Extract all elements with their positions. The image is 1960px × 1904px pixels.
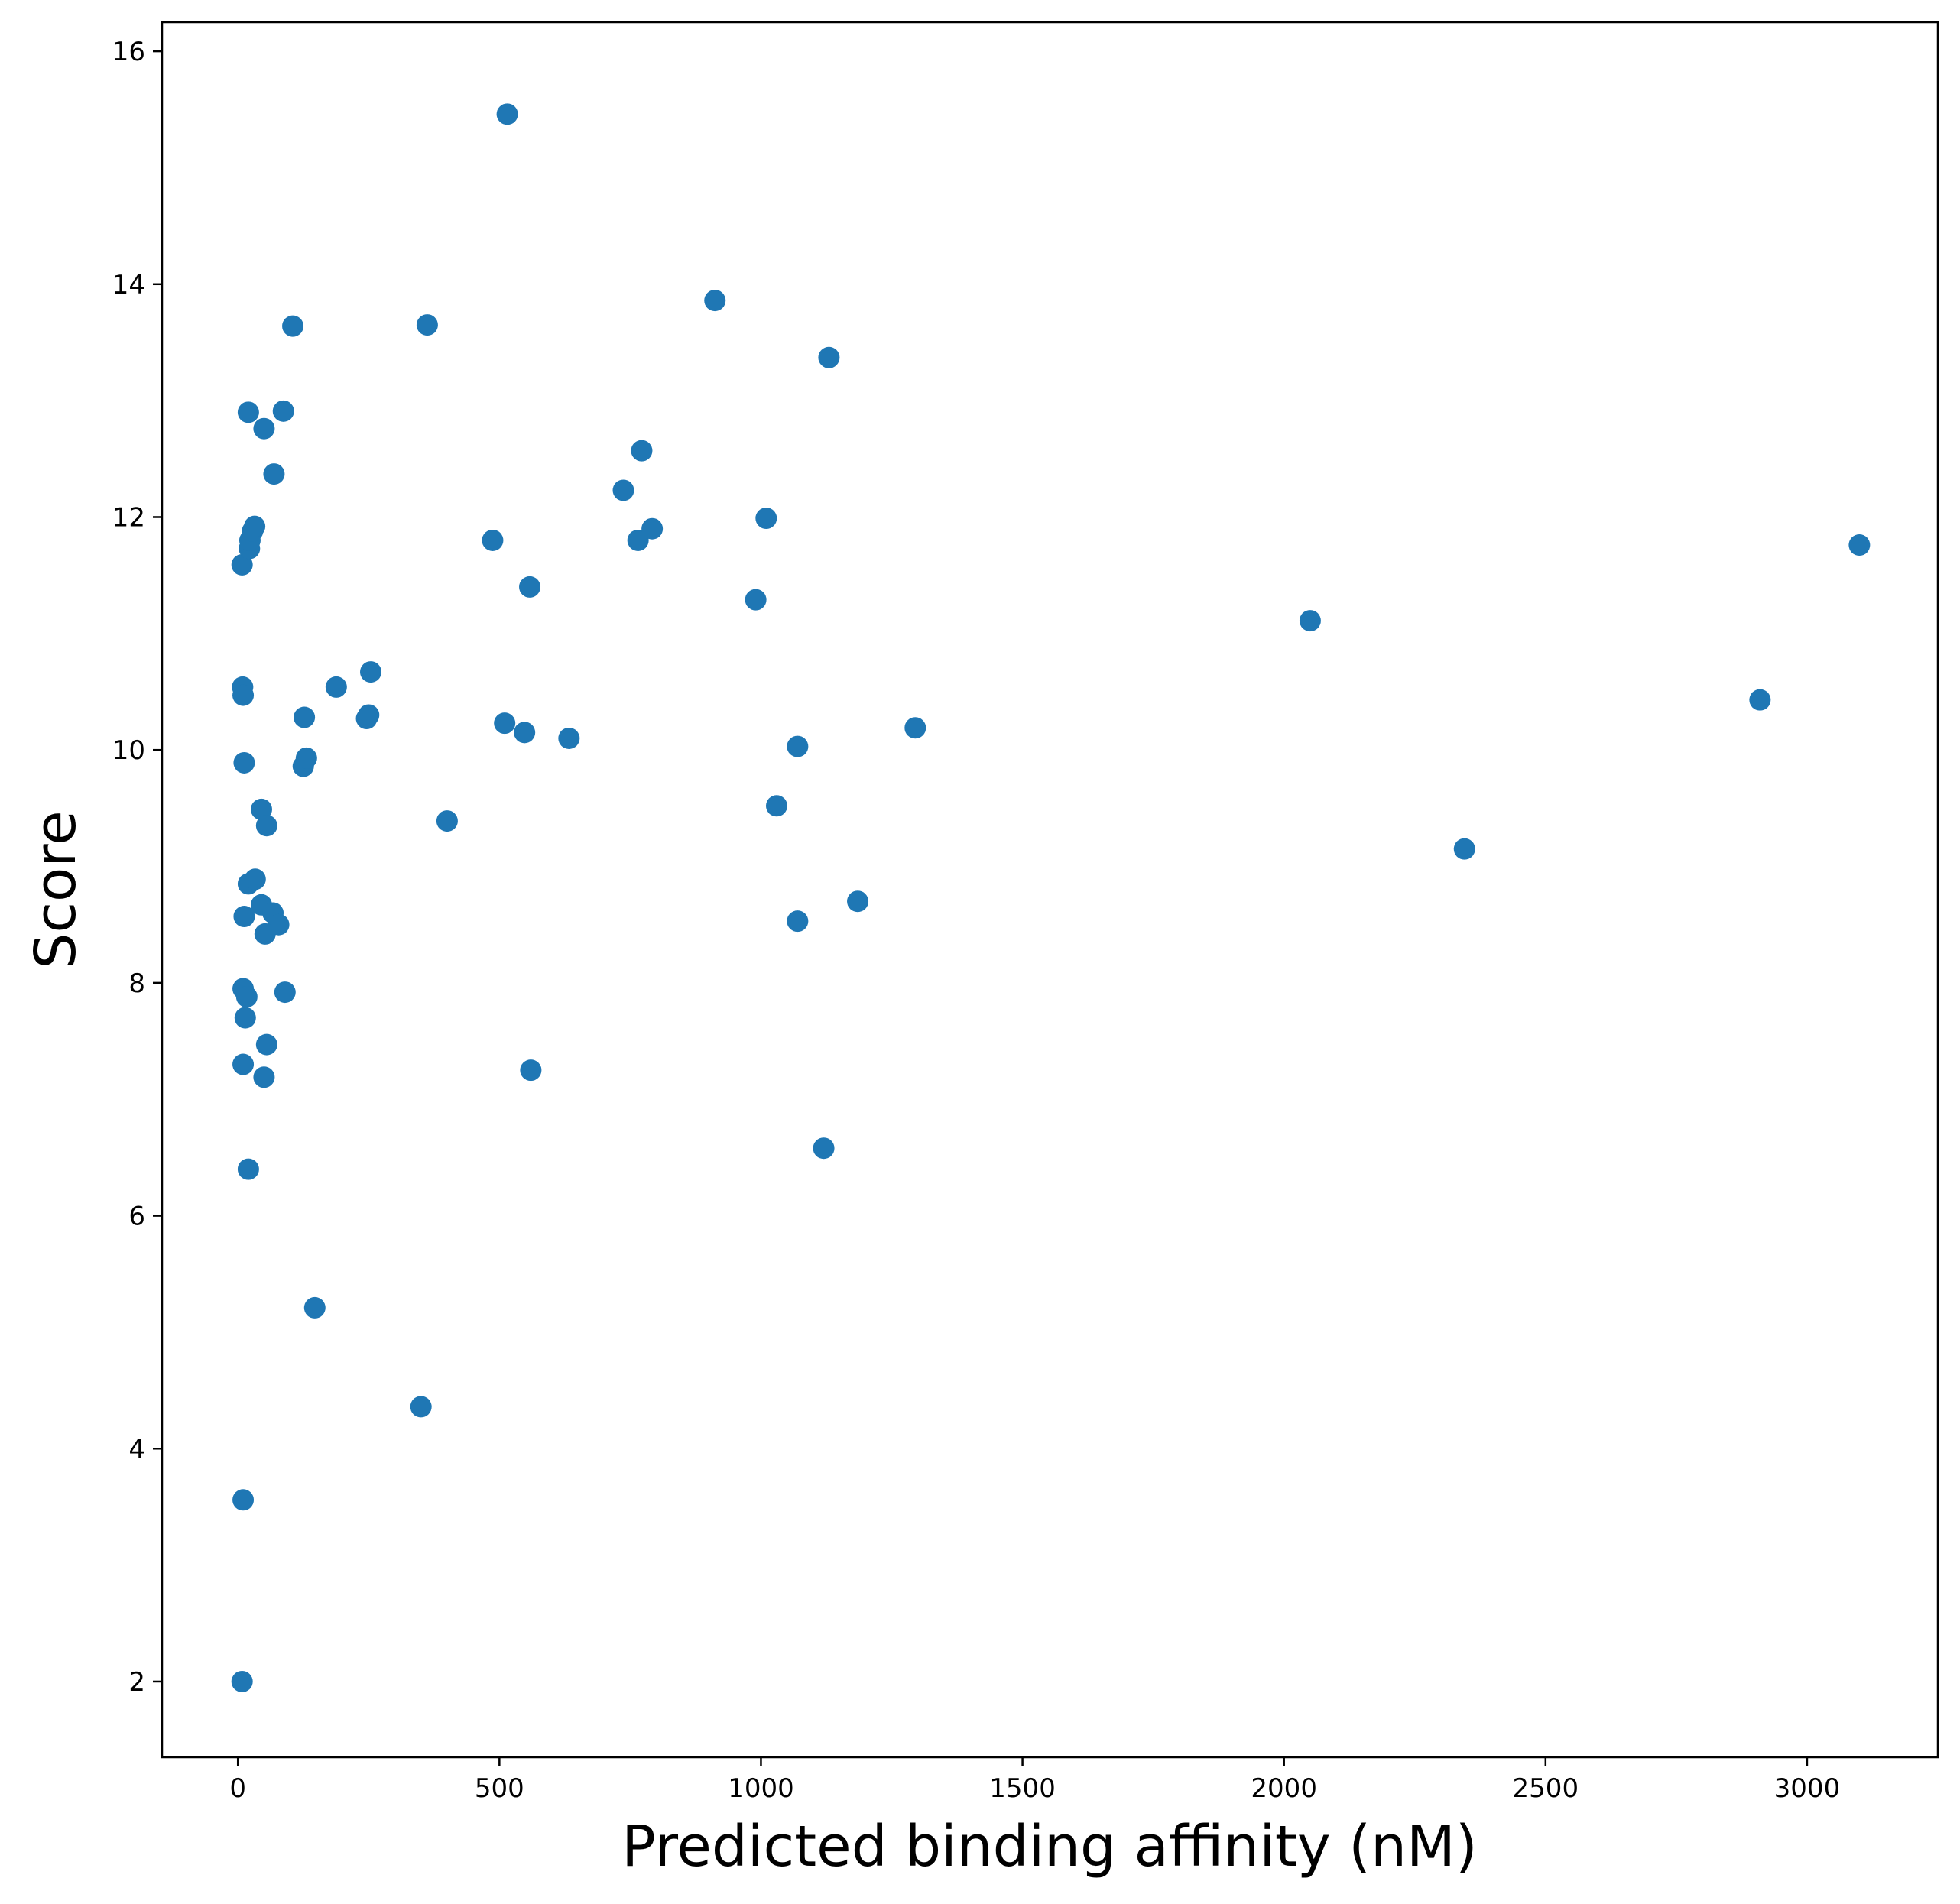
data-point — [231, 553, 253, 576]
data-point — [232, 684, 255, 706]
data-point — [1453, 838, 1475, 860]
x-tick-label: 2000 — [1251, 1773, 1317, 1804]
data-point — [787, 910, 809, 933]
data-point — [254, 923, 276, 945]
data-point — [358, 704, 380, 726]
data-point — [237, 1158, 259, 1180]
data-point — [253, 1066, 275, 1088]
y-tick-label: 14 — [112, 270, 145, 300]
data-point — [847, 890, 869, 913]
data-point — [237, 401, 259, 423]
data-point — [1848, 534, 1871, 556]
data-point — [765, 795, 787, 817]
data-point — [253, 417, 275, 440]
data-point — [255, 1033, 277, 1056]
data-point — [272, 400, 294, 422]
y-axis-label: Score — [23, 810, 89, 968]
x-tick-label: 1000 — [728, 1773, 794, 1804]
x-tick-label: 3000 — [1774, 1773, 1841, 1804]
y-tick-label: 16 — [112, 37, 145, 67]
data-point — [325, 676, 347, 698]
data-point — [627, 529, 649, 551]
data-point — [558, 727, 580, 749]
data-point — [818, 346, 840, 368]
data-point — [1749, 689, 1771, 711]
y-tick-label: 10 — [112, 735, 145, 766]
data-point — [704, 290, 726, 312]
y-tick-label: 6 — [128, 1202, 145, 1232]
data-point — [482, 529, 504, 551]
data-point — [641, 517, 664, 540]
data-point — [755, 508, 777, 530]
data-point — [745, 589, 767, 611]
data-point — [255, 815, 277, 837]
data-points — [231, 103, 1871, 1692]
data-point — [244, 515, 266, 537]
data-point — [274, 981, 296, 1004]
data-point — [282, 315, 304, 337]
data-point — [787, 735, 809, 757]
y-tick-label: 8 — [128, 968, 145, 999]
data-point — [303, 1296, 326, 1319]
data-point — [519, 576, 541, 598]
x-tick-label: 2500 — [1513, 1773, 1579, 1804]
data-point — [360, 661, 382, 683]
y-tick-label: 12 — [112, 502, 145, 533]
data-point — [436, 810, 458, 832]
data-point — [234, 1007, 256, 1029]
plot-frame — [161, 21, 1939, 1759]
x-tick-label: 1500 — [989, 1773, 1056, 1804]
data-point — [235, 986, 258, 1008]
data-point — [263, 463, 285, 485]
data-point — [410, 1396, 432, 1418]
x-tick-label: 500 — [475, 1773, 524, 1804]
data-point — [631, 440, 653, 462]
y-tick-label: 2 — [128, 1667, 145, 1698]
data-point — [520, 1059, 542, 1082]
data-point — [295, 747, 317, 769]
data-point — [1299, 610, 1321, 632]
data-point — [294, 706, 316, 728]
y-tick-label: 4 — [128, 1434, 145, 1464]
data-point — [904, 717, 926, 739]
data-point — [494, 712, 516, 735]
data-point — [232, 1489, 255, 1511]
data-point — [231, 1670, 253, 1692]
data-point — [496, 103, 518, 125]
data-point — [514, 722, 536, 744]
data-point — [813, 1137, 835, 1160]
data-point — [244, 868, 266, 890]
data-point — [233, 906, 255, 928]
data-point — [612, 479, 634, 501]
data-point — [232, 1053, 255, 1075]
x-axis-label: Predicted binding affinity (nM) — [621, 1814, 1477, 1880]
data-point — [251, 798, 273, 820]
data-point — [233, 751, 255, 774]
x-tick-label: 0 — [229, 1773, 246, 1804]
data-point — [416, 314, 438, 336]
axis-ticks: 0 500 1000 1500 2000 2500 3000 2 4 6 8 10 12 14 16 — [112, 37, 1840, 1804]
